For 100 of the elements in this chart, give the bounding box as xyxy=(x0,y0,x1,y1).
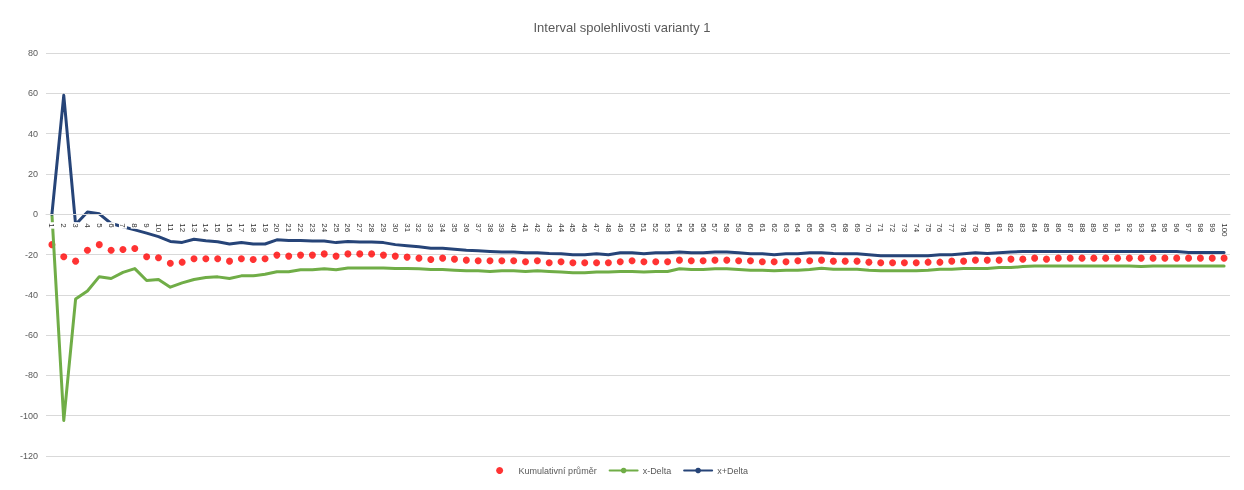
x-tick-label: 86 xyxy=(1053,223,1063,233)
x-tick-label: 32 xyxy=(414,223,424,233)
x-tick-label: 56 xyxy=(698,223,708,233)
x-tick-label: 93 xyxy=(1136,223,1146,233)
x-tick-label: 40 xyxy=(509,223,519,233)
x-tick-label: 44 xyxy=(556,223,566,233)
x-tick-label: 78 xyxy=(959,223,969,233)
x-tick-label: 81 xyxy=(994,223,1004,233)
x-tick-label: 90 xyxy=(1101,223,1111,233)
x-tick-label: 16 xyxy=(225,223,235,233)
x-tick-label: 87 xyxy=(1065,223,1075,233)
x-tick-label: 59 xyxy=(734,223,744,233)
x-tick-label: 54 xyxy=(674,223,684,233)
x-tick-label: 89 xyxy=(1089,223,1099,233)
x-tick-label: 30 xyxy=(390,223,400,233)
x-tick-label: 53 xyxy=(663,223,673,233)
x-tick-label: 74 xyxy=(911,223,921,233)
legend-label: x+Delta xyxy=(717,465,748,476)
x-tick-label: 37 xyxy=(473,223,483,233)
y-tick-label: -120 xyxy=(19,451,38,461)
x-tick-label: 20 xyxy=(272,223,282,233)
x-tick-label: 63 xyxy=(781,223,791,233)
x-tick-label: 80 xyxy=(982,223,992,233)
y-tick-label: -100 xyxy=(19,410,38,421)
chart-title: Interval spolehlivosti varianty 1 xyxy=(533,20,711,35)
x-tick-label: 35 xyxy=(449,223,459,233)
x-tick-label: 14 xyxy=(201,223,211,233)
x-tick-label: 23 xyxy=(307,223,317,233)
y-tick-label: -40 xyxy=(24,289,38,300)
x-tick-label: 100 xyxy=(1219,223,1229,238)
x-tick-label: 17 xyxy=(236,223,246,233)
x-tick-label: 61 xyxy=(757,223,767,233)
x-tick-label: 85 xyxy=(1041,223,1051,233)
x-tick-label: 4 xyxy=(82,223,92,229)
y-tick-label: 20 xyxy=(27,168,38,179)
legend-label: Kumulativní průměr xyxy=(518,465,597,476)
x-tick-label: 83 xyxy=(1018,223,1028,233)
x-tick-label: 82 xyxy=(1006,223,1016,233)
x-tick-label: 68 xyxy=(840,223,850,233)
x-tick-label: 2 xyxy=(59,223,69,229)
x-tick-label: 11 xyxy=(165,223,175,233)
x-tick-label: 84 xyxy=(1030,223,1040,233)
x-tick-label: 97 xyxy=(1184,223,1194,233)
x-tick-label: 36 xyxy=(461,223,471,233)
x-tick-label: 5 xyxy=(94,223,104,229)
y-tick-label: -80 xyxy=(24,370,38,381)
x-tick-label: 9 xyxy=(142,223,152,229)
x-tick-label: 15 xyxy=(213,223,223,233)
x-tick-label: 34 xyxy=(438,223,448,233)
x-tick-label: 45 xyxy=(568,223,578,233)
legend-label: x-Delta xyxy=(642,465,672,476)
x-tick-label: 51 xyxy=(639,223,649,233)
x-tick-label: 79 xyxy=(970,223,980,233)
x-tick-label: 24 xyxy=(319,223,329,233)
x-tick-label: 28 xyxy=(367,223,377,233)
x-tick-label: 22 xyxy=(296,223,306,233)
y-tick-label: 0 xyxy=(32,209,38,220)
x-tick-label: 77 xyxy=(947,223,957,233)
x-tick-label: 92 xyxy=(1124,223,1134,233)
x-tick-label: 41 xyxy=(521,223,531,233)
x-tick-label: 19 xyxy=(260,223,270,233)
x-tick-label: 21 xyxy=(284,223,294,233)
x-tick-label: 98 xyxy=(1195,223,1205,233)
y-tick-label: 40 xyxy=(27,128,38,139)
x-tick-label: 33 xyxy=(426,223,436,233)
x-tick-label: 94 xyxy=(1148,223,1158,233)
x-tick-label: 65 xyxy=(805,223,815,233)
x-tick-label: 96 xyxy=(1172,223,1182,233)
x-tick-label: 75 xyxy=(923,223,933,233)
x-tick-label: 73 xyxy=(899,223,909,233)
y-tick-label: -20 xyxy=(24,249,38,260)
x-tick-label: 25 xyxy=(331,223,341,233)
x-tick-label: 1 xyxy=(47,223,57,229)
x-tick-label: 26 xyxy=(343,223,353,233)
x-tick-label: 57 xyxy=(710,223,720,233)
x-tick-label: 72 xyxy=(888,223,898,233)
x-tick-label: 42 xyxy=(532,223,542,233)
x-tick-label: 55 xyxy=(686,223,696,233)
x-tick-label: 13 xyxy=(189,223,199,233)
x-tick-label: 29 xyxy=(378,223,388,233)
x-tick-label: 31 xyxy=(402,223,412,233)
x-tick-label: 10 xyxy=(153,223,163,233)
y-tick-label: 80 xyxy=(27,48,38,58)
x-tick-label: 67 xyxy=(828,223,838,233)
x-tick-label: 27 xyxy=(355,223,365,233)
x-tick-label: 52 xyxy=(651,223,661,233)
x-tick-label: 47 xyxy=(592,223,602,233)
x-tick-label: 8 xyxy=(130,223,140,229)
x-tick-label: 18 xyxy=(248,223,258,233)
x-tick-label: 91 xyxy=(1113,223,1123,233)
x-tick-label: 76 xyxy=(935,223,945,233)
y-tick-label: -60 xyxy=(24,330,38,341)
x-tick-label: 3 xyxy=(71,223,81,229)
x-tick-label: 46 xyxy=(580,223,590,233)
x-tick-label: 66 xyxy=(817,223,827,233)
x-tick-label: 6 xyxy=(106,223,116,229)
y-tick-label: 60 xyxy=(27,88,38,99)
x-tick-label: 71 xyxy=(876,223,886,233)
x-tick-label: 48 xyxy=(603,223,613,233)
x-tick-label: 70 xyxy=(864,223,874,233)
